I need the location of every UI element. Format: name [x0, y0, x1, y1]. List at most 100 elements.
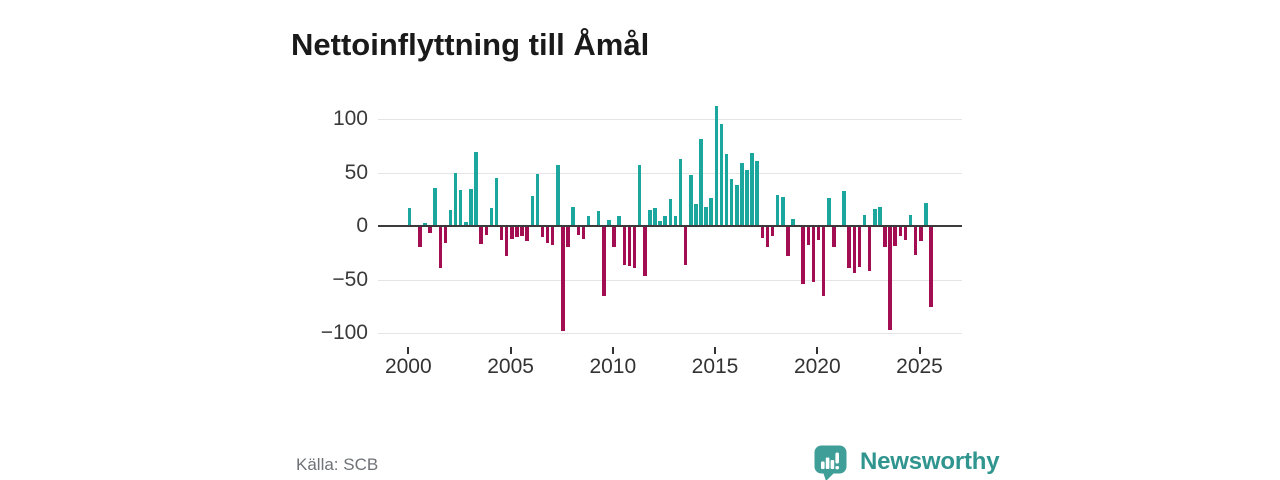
data-bar	[668, 199, 673, 227]
data-bar	[586, 216, 591, 226]
data-bar	[806, 227, 811, 246]
data-bar	[781, 197, 785, 226]
data-bar	[745, 170, 749, 226]
data-bar	[760, 227, 765, 238]
newsworthy-speech-bubble-bar-chart-icon	[814, 445, 847, 480]
data-bar	[862, 215, 867, 226]
data-bar	[637, 165, 642, 226]
data-bar	[443, 227, 448, 244]
data-bar	[545, 227, 550, 244]
data-bar	[775, 195, 780, 226]
x-axis-tick-label: 2025	[896, 355, 943, 378]
gridline-y--100	[378, 333, 962, 334]
chart-title: Nettoinflyttning till Åmål	[291, 26, 650, 62]
data-bar	[929, 227, 933, 308]
data-bar	[857, 227, 862, 267]
data-bar	[888, 227, 892, 330]
data-bar	[479, 227, 483, 245]
data-bar	[714, 106, 719, 226]
data-bar	[678, 158, 683, 226]
data-bar	[643, 227, 647, 277]
data-bar	[525, 227, 529, 241]
data-bar	[407, 207, 412, 226]
data-bar	[663, 216, 667, 226]
x-axis-tick-mark	[816, 347, 819, 354]
x-axis-tick-label: 2005	[487, 355, 534, 378]
data-bar	[791, 218, 795, 226]
data-bar	[847, 227, 851, 268]
data-bar	[581, 227, 586, 239]
data-bar	[520, 227, 524, 236]
data-bar	[673, 216, 678, 226]
y-axis-tick-label: 50	[344, 160, 368, 184]
gridline-y--50	[378, 279, 962, 281]
data-bar	[694, 203, 698, 226]
data-bar	[571, 206, 575, 226]
data-bar	[908, 215, 913, 226]
x-axis-tick-label: 2015	[691, 355, 739, 378]
y-axis-tick-label: 100	[332, 107, 368, 130]
data-bar	[878, 206, 882, 226]
data-bar	[729, 178, 734, 226]
data-bar	[464, 221, 468, 226]
data-bar	[852, 227, 857, 273]
data-bar	[827, 198, 831, 226]
data-bar	[550, 227, 555, 246]
data-bar	[919, 227, 923, 241]
data-bar	[515, 227, 519, 237]
data-bar	[699, 139, 703, 226]
data-bar	[770, 227, 775, 236]
data-bar	[898, 227, 903, 236]
data-bar	[612, 227, 616, 248]
data-bar	[924, 202, 928, 226]
data-bar	[842, 190, 846, 226]
gridline-y-100	[378, 119, 962, 120]
data-bar	[561, 227, 565, 331]
x-axis-tick-mark	[611, 347, 614, 354]
y-axis-tick-label: 0	[356, 214, 368, 237]
gridline-y-50	[378, 172, 962, 174]
y-axis-tick-label: −100	[320, 321, 368, 344]
data-bar	[683, 227, 688, 265]
x-axis-tick-mark	[918, 347, 921, 354]
data-bar	[433, 187, 437, 226]
data-bar	[893, 227, 897, 247]
data-bar	[556, 165, 560, 226]
data-bar	[632, 227, 637, 268]
data-bar	[602, 227, 606, 296]
data-bar	[873, 208, 877, 226]
data-bar	[596, 211, 601, 226]
x-axis-tick-mark	[407, 347, 410, 354]
data-bar	[474, 152, 478, 226]
data-bar	[765, 227, 770, 248]
data-bar	[494, 177, 499, 226]
data-bar	[448, 209, 453, 226]
data-bar	[438, 227, 443, 268]
x-axis-tick-mark	[714, 347, 716, 354]
data-bar	[504, 227, 509, 256]
data-bar	[458, 189, 463, 226]
newsworthy-brand: Newsworthy	[810, 444, 1000, 480]
data-bar	[566, 227, 570, 248]
data-bar	[499, 227, 504, 240]
data-bar	[469, 188, 473, 227]
data-bar	[653, 207, 657, 226]
data-bar	[418, 227, 422, 248]
data-bar	[453, 172, 458, 226]
data-bar	[689, 174, 693, 226]
data-bar	[627, 227, 632, 266]
newsworthy-brand-name: Newsworthy	[860, 448, 1000, 475]
data-bar	[740, 162, 744, 226]
data-bar	[735, 185, 739, 226]
data-bar	[535, 173, 540, 226]
data-bar	[913, 227, 918, 255]
data-bar	[607, 219, 611, 226]
data-bar	[484, 227, 489, 235]
source-note: Källa: SCB	[296, 455, 379, 474]
data-bar	[801, 227, 805, 284]
data-bar	[617, 216, 621, 226]
data-bar	[709, 198, 713, 226]
data-bar	[530, 196, 535, 226]
data-bar	[704, 206, 708, 226]
data-bar	[622, 227, 627, 265]
